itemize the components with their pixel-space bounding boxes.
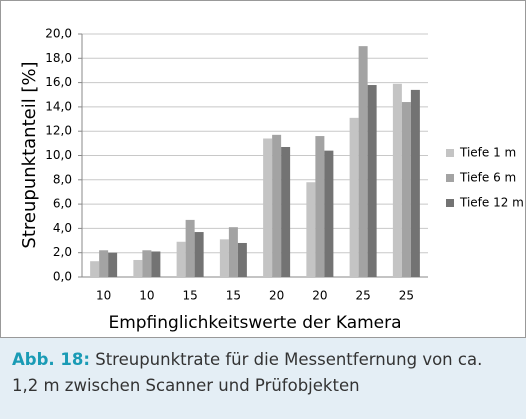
legend-swatch (446, 174, 454, 182)
y-tick-label: 2,0 (53, 245, 72, 259)
bar (315, 136, 325, 277)
bar (237, 242, 247, 277)
bar (263, 138, 273, 277)
bar (410, 89, 420, 277)
caption: Abb. 18: Streupunktrate für die Messentf… (0, 338, 526, 419)
y-tick-label: 10,0 (45, 148, 72, 162)
bar (108, 252, 118, 277)
bar (306, 182, 316, 277)
bar (349, 117, 359, 278)
x-tick-label: 15 (226, 289, 241, 303)
y-tick-label: 20,0 (45, 27, 72, 41)
bar (142, 250, 152, 277)
x-axis-title: Empfinglichkeitswerte der Kamera (108, 313, 401, 333)
chart-frame (0, 0, 526, 338)
caption-label: Abb. 18: (12, 350, 90, 369)
bar (228, 227, 238, 277)
bar (401, 102, 411, 277)
y-tick-label: 14,0 (45, 99, 72, 113)
bar (281, 146, 291, 277)
legend-swatch (446, 149, 454, 157)
bar (324, 150, 334, 277)
bar (272, 134, 282, 277)
bar (219, 239, 229, 277)
x-tick-label: 20 (312, 289, 327, 303)
y-tick-label: 16,0 (45, 75, 72, 89)
y-tick-label: 4,0 (53, 221, 72, 235)
y-tick-label: 8,0 (53, 172, 72, 186)
x-tick-label: 10 (139, 289, 154, 303)
bar (358, 46, 368, 278)
x-tick-label: 25 (399, 289, 414, 303)
caption-text: Streupunktrate für die Messentfernung vo… (12, 350, 483, 395)
legend-swatch (446, 199, 454, 207)
y-tick-label: 18,0 (45, 51, 72, 65)
bar (185, 219, 195, 277)
y-tick-label: 6,0 (53, 197, 72, 211)
y-tick-label: 0,0 (53, 270, 72, 284)
x-tick-label: 20 (269, 289, 284, 303)
bar (151, 251, 161, 277)
legend-label: Tiefe 1 m (459, 146, 516, 160)
bar (367, 85, 377, 277)
x-tick-label: 25 (355, 289, 370, 303)
bar (176, 241, 186, 277)
bar (133, 259, 143, 277)
legend-label: Tiefe 12 m (459, 196, 524, 210)
bar (90, 261, 100, 277)
y-axis-title: Streupunktanteil [%] (19, 61, 40, 248)
bar (99, 250, 109, 277)
y-tick-label: 12,0 (45, 124, 72, 138)
bar (194, 232, 204, 277)
x-tick-label: 15 (182, 289, 197, 303)
x-tick-label: 10 (96, 289, 111, 303)
legend-label: Tiefe 6 m (459, 171, 516, 185)
bar (392, 83, 402, 277)
chart: Streupunktanteil [%] Empfinglichkeitswer… (0, 0, 526, 338)
